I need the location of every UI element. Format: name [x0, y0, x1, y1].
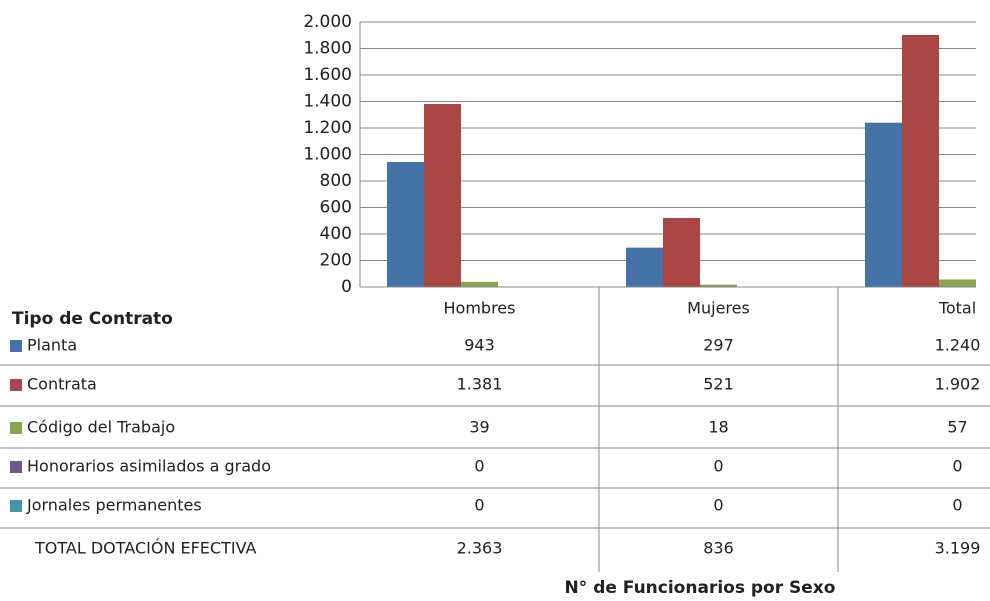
table-cell: 1.240: [935, 336, 981, 355]
x-tick-label: Total: [938, 299, 976, 318]
total-label: TOTAL DOTACIÓN EFECTIVA: [34, 539, 257, 558]
bar: [663, 217, 700, 287]
table-cell: 3.199: [935, 539, 981, 558]
table-cell: 0: [952, 457, 962, 476]
legend-label: Jornales permanentes: [26, 496, 202, 515]
x-tick-label: Hombres: [444, 299, 516, 318]
legend-swatch: [10, 379, 22, 391]
y-tick-label: 1.400: [303, 92, 352, 112]
bar: [700, 284, 737, 287]
table-cell: 0: [952, 496, 962, 515]
table-cell: 0: [474, 496, 484, 515]
table-cell: 0: [474, 457, 484, 476]
y-tick-label: 1.200: [303, 118, 352, 138]
table-cell: 18: [708, 418, 728, 437]
bar: [387, 162, 424, 287]
table-cell: 0: [713, 457, 723, 476]
table-title: Tipo de Contrato: [12, 309, 173, 329]
legend-swatch: [10, 340, 22, 352]
table-cell: 1.902: [935, 375, 981, 394]
y-tick-label: 2.000: [303, 12, 352, 32]
y-tick-label: 0: [341, 277, 352, 297]
bar: [626, 247, 663, 287]
table-cell: 0: [713, 496, 723, 515]
table-cell: 521: [703, 375, 734, 394]
legend-swatch: [10, 461, 22, 473]
table-cell: 2.363: [457, 539, 503, 558]
y-tick-label: 600: [320, 198, 352, 218]
legend-swatch: [10, 422, 22, 434]
legend-swatch: [10, 500, 22, 512]
y-tick-label: 400: [320, 224, 352, 244]
y-tick-label: 200: [320, 251, 352, 271]
bar: [939, 279, 976, 287]
bar: [424, 104, 461, 287]
table-cell: 836: [703, 539, 734, 558]
y-tick-label: 1.600: [303, 65, 352, 85]
x-axis-title: N° de Funcionarios por Sexo: [565, 578, 836, 598]
x-tick-label: Mujeres: [687, 299, 750, 318]
y-tick-label: 1.000: [303, 145, 352, 165]
table-cell: 39: [469, 418, 489, 437]
legend-label: Honorarios asimilados a grado: [27, 457, 271, 476]
y-tick-label: 800: [320, 171, 352, 191]
table-cell: 1.381: [457, 375, 503, 394]
legend-label: Contrata: [27, 375, 97, 394]
legend-label: Planta: [27, 336, 77, 355]
table-cell: 297: [703, 336, 734, 355]
table-cell: 943: [464, 336, 495, 355]
bar: [461, 281, 498, 287]
bar: [865, 122, 902, 287]
y-tick-label: 1.800: [303, 39, 352, 59]
table-cell: 57: [947, 418, 967, 437]
legend-label: Código del Trabajo: [27, 418, 175, 437]
bar: [902, 34, 939, 287]
